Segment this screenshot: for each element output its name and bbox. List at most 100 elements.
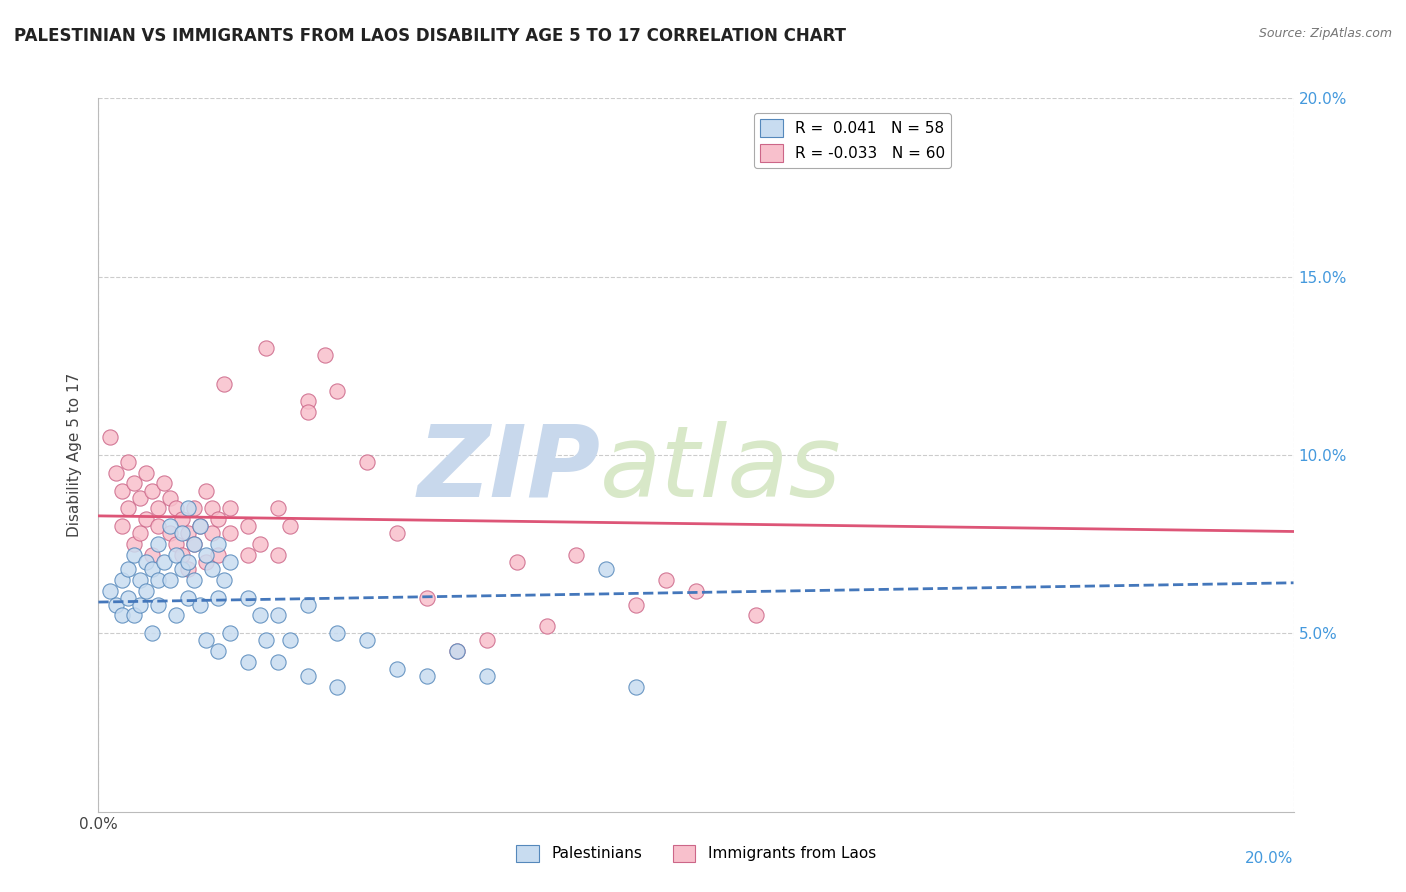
Point [297, 394, 319, 409]
Point [207, 591, 229, 605]
Point [385, 526, 409, 541]
Point [195, 555, 218, 569]
Point [117, 455, 139, 469]
Point [148, 573, 170, 587]
Point [356, 455, 378, 469]
Point [159, 526, 181, 541]
Point [129, 526, 152, 541]
Point [595, 562, 617, 576]
Point [135, 583, 157, 598]
Point [446, 644, 468, 658]
Point [111, 519, 134, 533]
Point [124, 548, 146, 562]
Point [165, 501, 187, 516]
Point [249, 608, 271, 623]
Point [188, 598, 211, 612]
Point [195, 548, 218, 562]
Point [111, 573, 134, 587]
Point [188, 519, 211, 533]
Point [165, 537, 187, 551]
Point [326, 384, 349, 398]
Point [195, 633, 218, 648]
Point [129, 598, 152, 612]
Point [148, 598, 170, 612]
Point [105, 466, 128, 480]
Point [565, 548, 588, 562]
Point [219, 626, 242, 640]
Point [267, 548, 290, 562]
Point [536, 619, 558, 633]
Point [506, 555, 529, 569]
Text: ZIP: ZIP [418, 421, 600, 517]
Point [685, 583, 707, 598]
Y-axis label: Disability Age 5 to 17: Disability Age 5 to 17 [67, 373, 83, 537]
Point [165, 548, 187, 562]
Point [148, 501, 170, 516]
Point [183, 537, 205, 551]
Point [111, 608, 134, 623]
Text: PALESTINIAN VS IMMIGRANTS FROM LAOS DISABILITY AGE 5 TO 17 CORRELATION CHART: PALESTINIAN VS IMMIGRANTS FROM LAOS DISA… [14, 27, 846, 45]
Point [117, 562, 139, 576]
Point [135, 555, 157, 569]
Point [141, 626, 163, 640]
Point [105, 598, 128, 612]
Point [297, 669, 319, 683]
Text: atlas: atlas [600, 421, 842, 517]
Point [201, 526, 224, 541]
Point [475, 633, 498, 648]
Point [201, 501, 224, 516]
Point [159, 491, 181, 505]
Point [172, 548, 194, 562]
Point [135, 466, 157, 480]
Point [177, 591, 200, 605]
Point [111, 483, 134, 498]
Point [655, 573, 678, 587]
Point [236, 548, 259, 562]
Point [219, 526, 242, 541]
Point [135, 512, 157, 526]
Point [278, 519, 301, 533]
Point [745, 608, 768, 623]
Point [124, 476, 146, 491]
Point [100, 430, 122, 444]
Point [446, 644, 468, 658]
Point [117, 591, 139, 605]
Point [249, 537, 271, 551]
Point [172, 562, 194, 576]
Point [326, 626, 349, 640]
Point [416, 591, 439, 605]
Point [212, 376, 235, 391]
Point [124, 608, 146, 623]
Point [201, 562, 224, 576]
Point [100, 583, 122, 598]
Point [207, 548, 229, 562]
Point [207, 512, 229, 526]
Point [254, 633, 277, 648]
Point [188, 519, 211, 533]
Point [177, 555, 200, 569]
Point [124, 537, 146, 551]
Point [177, 562, 200, 576]
Point [212, 573, 235, 587]
Point [267, 655, 290, 669]
Point [207, 537, 229, 551]
Point [141, 562, 163, 576]
Point [326, 680, 349, 694]
Point [297, 405, 319, 419]
Point [159, 573, 181, 587]
Point [315, 348, 337, 362]
Point [183, 573, 205, 587]
Point [626, 680, 648, 694]
Point [267, 608, 290, 623]
Point [236, 591, 259, 605]
Point [236, 519, 259, 533]
Point [254, 341, 277, 355]
Point [153, 555, 176, 569]
Point [177, 501, 200, 516]
Point [195, 483, 218, 498]
Legend: Palestinians, Immigrants from Laos: Palestinians, Immigrants from Laos [510, 838, 882, 868]
Point [172, 512, 194, 526]
Point [236, 655, 259, 669]
Point [219, 555, 242, 569]
Point [117, 501, 139, 516]
